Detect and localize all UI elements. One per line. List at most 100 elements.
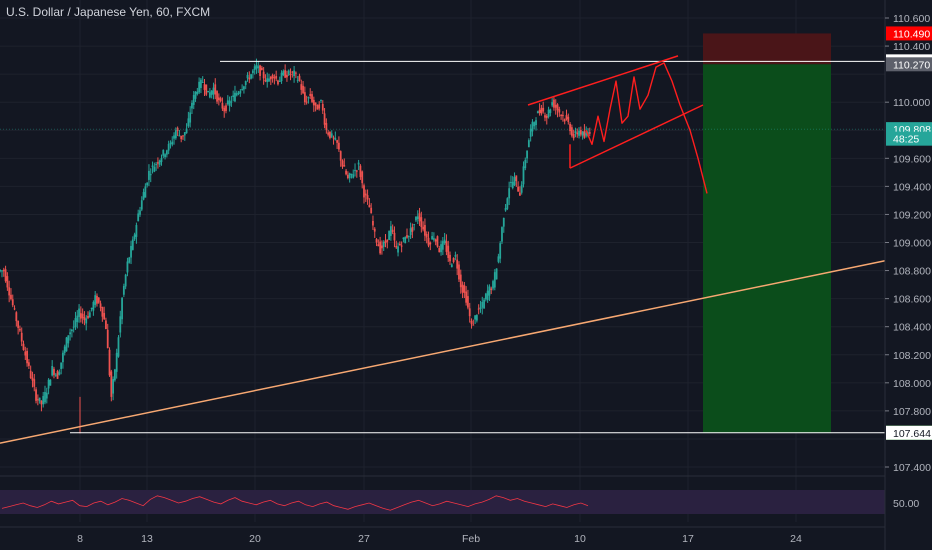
candle-body bbox=[450, 264, 453, 268]
short-position-zone[interactable] bbox=[703, 33, 831, 433]
time-tick-label: 24 bbox=[790, 533, 802, 545]
candle-body bbox=[44, 392, 46, 403]
candle-body bbox=[35, 389, 37, 401]
candle-body bbox=[67, 335, 70, 344]
candle-body bbox=[400, 245, 403, 247]
candle-body bbox=[74, 318, 77, 328]
candle-body bbox=[210, 90, 213, 95]
candle-body bbox=[225, 105, 227, 112]
candle-body bbox=[384, 240, 387, 244]
candle-body bbox=[458, 264, 460, 280]
candle-body bbox=[27, 362, 30, 366]
candle-body bbox=[286, 74, 288, 78]
trend-line[interactable] bbox=[0, 260, 886, 444]
price-label-badge[interactable] bbox=[886, 131, 932, 146]
price-label-badge[interactable] bbox=[886, 57, 932, 72]
candle-body bbox=[133, 234, 136, 240]
candle-body bbox=[395, 245, 398, 248]
candle-body bbox=[477, 308, 480, 310]
candle-body bbox=[124, 274, 127, 287]
candle-body bbox=[171, 141, 174, 145]
candle-body bbox=[409, 228, 412, 236]
candle-body bbox=[85, 318, 88, 324]
candle-body bbox=[250, 74, 252, 79]
price-axis[interactable]: 110.600 110.400 110.000 109.600 109.400 109.2… bbox=[884, 0, 932, 550]
candle-body bbox=[418, 213, 421, 222]
candle-body bbox=[474, 315, 477, 320]
drawing-overlays[interactable] bbox=[0, 55, 886, 444]
candle-body bbox=[122, 286, 125, 295]
candle-body bbox=[431, 236, 433, 240]
candle-body bbox=[131, 239, 134, 250]
wedge-lower-line[interactable] bbox=[569, 104, 704, 169]
candle-body bbox=[196, 91, 199, 94]
price-tick-label: 109.400 bbox=[893, 181, 931, 193]
candle-body bbox=[321, 103, 324, 111]
candle-body bbox=[517, 186, 520, 192]
candle-body bbox=[499, 243, 502, 259]
candle-body bbox=[402, 237, 405, 240]
candle-body bbox=[24, 351, 27, 356]
candle-body bbox=[510, 181, 512, 183]
candle-body bbox=[370, 207, 373, 214]
candle-body bbox=[522, 166, 525, 185]
candle-body bbox=[110, 371, 113, 397]
candle-body bbox=[194, 91, 197, 99]
candle-body bbox=[185, 128, 188, 134]
time-tick-label: 13 bbox=[141, 533, 153, 545]
candle-body bbox=[345, 170, 347, 175]
candle-body bbox=[506, 198, 509, 209]
take-profit-zone[interactable] bbox=[703, 64, 831, 433]
candle-body bbox=[140, 200, 143, 210]
time-axis[interactable]: 8 13 20 27 Feb 10 17 24 bbox=[0, 526, 885, 545]
indicator-pane bbox=[0, 475, 885, 514]
candle-body bbox=[146, 182, 149, 186]
candle-body bbox=[11, 299, 14, 306]
candle-body bbox=[379, 241, 382, 254]
candle-body bbox=[76, 315, 79, 323]
candle-body bbox=[468, 308, 471, 317]
time-tick-label: 27 bbox=[358, 533, 370, 545]
candle-body bbox=[578, 130, 580, 136]
candle-body bbox=[142, 192, 145, 200]
candle-body bbox=[316, 105, 319, 110]
candle-body bbox=[386, 239, 389, 242]
candle-body bbox=[508, 188, 511, 199]
indicator-tick-label: 50.00 bbox=[893, 498, 919, 510]
price-label-badge[interactable] bbox=[886, 425, 932, 440]
projected-path[interactable] bbox=[585, 62, 708, 194]
candle-body bbox=[579, 130, 582, 135]
candle-body bbox=[54, 374, 57, 376]
candle-body bbox=[565, 115, 568, 120]
candle-body bbox=[420, 217, 423, 228]
candle-body bbox=[42, 396, 45, 405]
candle-body bbox=[6, 276, 9, 288]
candle-body bbox=[350, 173, 353, 175]
wedge-upper-line[interactable] bbox=[527, 55, 679, 106]
candle-body bbox=[461, 284, 464, 293]
candle-body bbox=[529, 128, 532, 137]
candle-body bbox=[413, 224, 416, 226]
candle-body bbox=[336, 140, 339, 143]
candle-body bbox=[81, 313, 84, 319]
candle-body bbox=[375, 239, 378, 243]
candle-body bbox=[294, 72, 297, 74]
candle-body bbox=[243, 86, 245, 90]
candle-body bbox=[271, 75, 274, 79]
chart-title: U.S. Dollar / Japanese Yen, 60, FXCM bbox=[6, 5, 210, 19]
candle-body bbox=[540, 107, 543, 114]
price-label-badge[interactable] bbox=[886, 26, 932, 41]
candle-body bbox=[282, 70, 285, 76]
stop-loss-zone[interactable] bbox=[703, 33, 831, 65]
candle-body bbox=[490, 288, 493, 291]
candle-body bbox=[422, 226, 425, 230]
time-tick-label: Feb bbox=[462, 533, 480, 545]
candle-body bbox=[149, 174, 152, 176]
candle-body bbox=[273, 77, 276, 79]
candle-body bbox=[219, 98, 222, 102]
candle-body bbox=[69, 332, 71, 335]
candle-body bbox=[576, 132, 579, 135]
price-axis-background bbox=[885, 0, 932, 550]
candle-body bbox=[230, 101, 233, 103]
